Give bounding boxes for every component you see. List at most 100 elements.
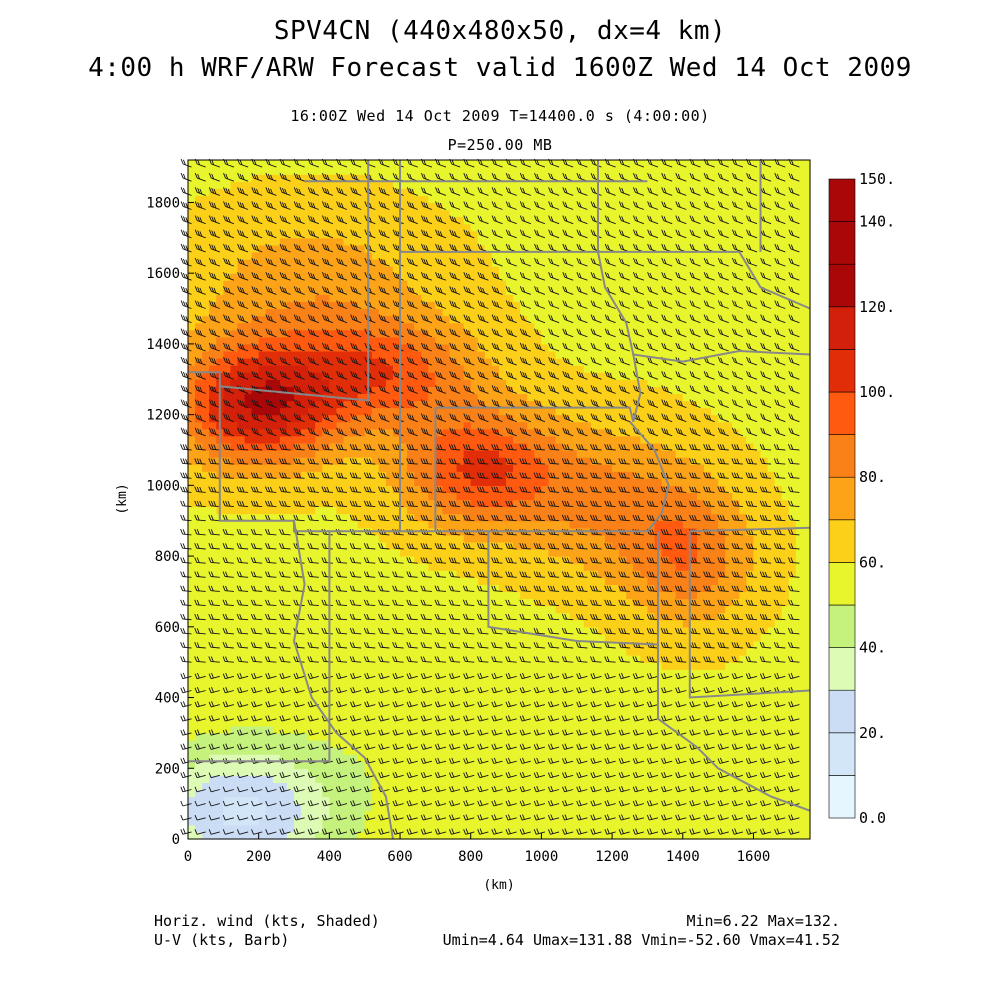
field-cell [350,506,359,515]
field-cell [499,697,507,706]
field-cell [272,273,281,281]
field-cell [385,294,394,303]
field-cell [414,768,422,776]
field-cell [350,541,359,550]
field-cell [209,584,217,593]
field-cell [548,251,557,260]
field-cell [195,824,203,833]
field-cell [265,365,274,373]
field-cell [463,485,472,494]
field-cell [216,181,224,189]
field-cell [456,662,465,670]
field-cell [456,414,465,423]
field-cell [506,619,514,628]
field-cell [520,563,528,571]
field-cell [414,181,422,189]
field-cell [449,626,458,635]
field-cell [223,457,232,465]
field-cell [286,768,295,776]
field-cell [343,570,352,578]
field-cell [491,732,500,741]
field-cell [470,690,479,699]
field-cell [407,471,415,479]
field-cell [350,280,359,288]
field-cell [520,549,528,557]
field-cell [357,322,366,331]
field-cell [548,407,557,416]
field-cell [237,732,246,741]
field-cell [272,294,281,303]
field-cell [209,817,217,826]
field-cell [400,259,408,267]
field-cell [421,435,429,444]
field-cell [499,181,507,189]
field-cell [491,598,500,607]
field-cell [541,251,550,260]
field-cell [506,761,514,769]
field-cell [456,747,465,755]
field-cell [435,237,444,246]
field-cell [548,591,557,600]
field-cell [336,633,345,642]
field-cell [230,457,239,465]
field-cell [527,435,535,444]
field-cell [470,506,479,515]
field-cell [541,209,550,218]
field-cell [414,400,422,409]
field-cell [428,591,436,600]
field-cell [237,266,246,274]
field-cell [506,584,514,593]
field-cell [301,414,309,423]
field-cell [506,534,514,543]
field-cell [527,789,535,798]
field-cell [491,520,500,529]
field-cell [315,386,323,394]
field-cell [463,506,472,515]
field-cell [251,181,260,189]
field-cell [392,457,401,465]
field-cell [400,244,408,253]
field-cell [428,775,436,784]
field-cell [279,506,288,515]
field-cell [392,506,401,515]
field-cell [371,421,380,430]
field-cell [477,407,486,416]
field-cell [216,556,224,564]
field-cell [491,350,500,359]
field-cell [329,308,338,317]
field-cell [449,831,458,840]
field-cell [449,534,458,543]
field-cell [484,464,493,472]
field-cell [442,259,451,267]
field-cell [336,577,345,585]
field-cell [244,244,253,253]
field-cell [428,584,436,593]
field-cell [442,697,451,706]
field-cell [435,556,444,564]
field-cell [463,457,472,465]
field-cell [322,534,330,543]
field-cell [477,541,486,550]
field-cell [484,336,493,345]
field-cell [329,372,338,380]
field-cell [435,662,444,670]
field-cell [202,230,210,239]
field-cell [484,407,493,416]
field-cell [506,379,514,387]
field-cell [392,492,401,501]
field-cell [322,549,330,557]
field-cell [336,754,345,762]
field-cell [251,421,260,430]
field-cell [484,237,493,246]
field-cell [209,563,217,571]
field-cell [414,831,422,840]
field-cell [329,563,338,571]
field-cell [188,747,196,755]
field-cell [392,789,401,798]
field-cell [315,449,323,458]
field-cell [378,209,387,218]
field-cell [188,343,196,352]
field-cell [230,768,239,776]
field-cell [279,442,288,451]
field-cell [195,365,203,373]
